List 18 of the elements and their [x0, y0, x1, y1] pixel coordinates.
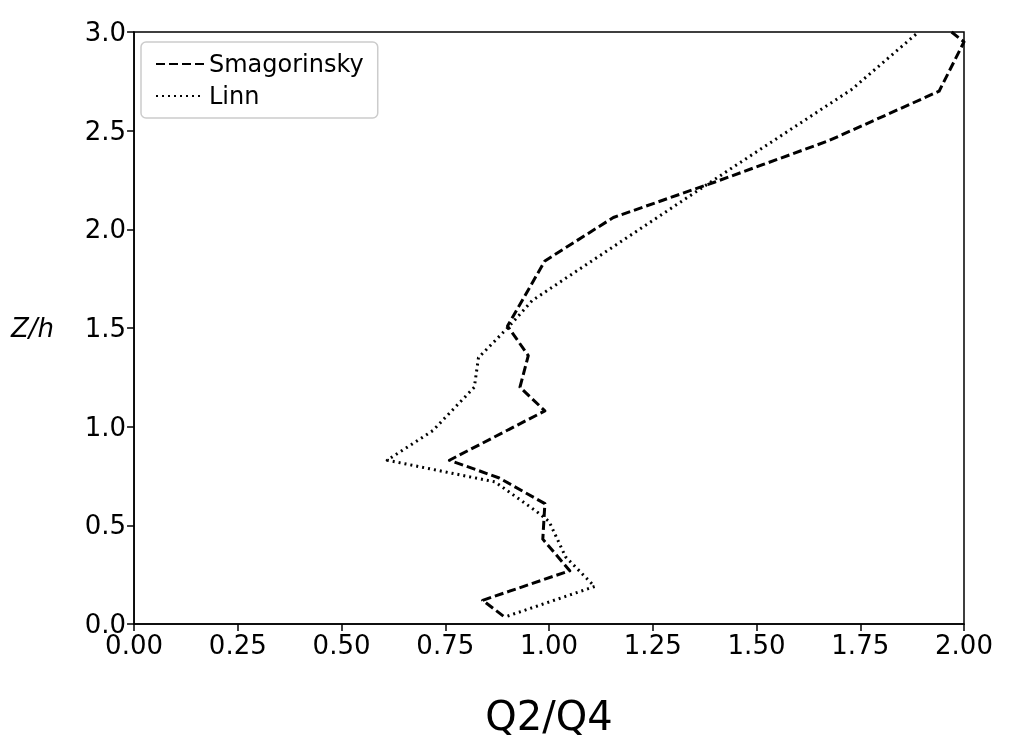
x-axis-title: Q2/Q4 [485, 693, 613, 739]
y-tick-label: 2.0 [84, 214, 127, 245]
x-tick-label: 0.75 [416, 630, 475, 660]
y-axis-title: Z/h [9, 313, 55, 343]
x-tick-label: 2.00 [935, 630, 993, 660]
y-tick-label: 1.5 [84, 313, 127, 343]
x-tick-label: 1.75 [831, 630, 890, 660]
x-tick-label: 1.00 [520, 630, 578, 660]
x-tick-label: 1.50 [727, 630, 786, 660]
x-tick-label: 0.50 [312, 630, 371, 660]
y-tick-label: 2.5 [84, 115, 127, 146]
y-tick-label: 1.0 [84, 411, 127, 442]
y-tick-label: 3.0 [84, 17, 127, 47]
legend-label: Linn [209, 82, 260, 110]
y-tick-label: 0.5 [84, 510, 127, 541]
x-tick-label: 1.25 [623, 630, 682, 660]
x-tick-label: 0.25 [208, 630, 267, 660]
legend-label: Smagorinsky [209, 50, 364, 78]
